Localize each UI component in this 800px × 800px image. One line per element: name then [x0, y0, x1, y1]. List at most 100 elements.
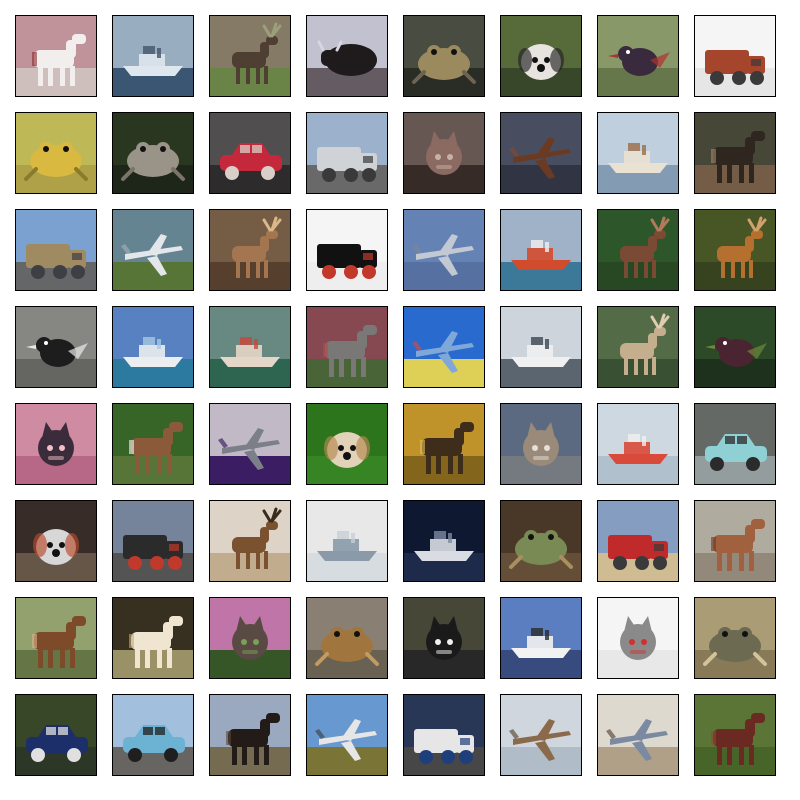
image-tile-r3-c4-truck [306, 209, 388, 291]
image-tile-r1-c6-dog [500, 15, 582, 97]
image-thumbnail-ship [501, 307, 581, 387]
image-tile-r3-c8-deer [694, 209, 776, 291]
image-tile-r5-c4-dog [306, 403, 388, 485]
image-thumbnail-airplane [501, 695, 581, 775]
image-thumbnail-truck [404, 695, 484, 775]
image-thumbnail-horse [113, 598, 193, 678]
image-thumbnail-cat [404, 113, 484, 193]
image-thumbnail-cat [598, 598, 678, 678]
image-tile-r3-c7-deer [597, 209, 679, 291]
image-thumbnail-ship [598, 404, 678, 484]
image-thumbnail-ship [404, 501, 484, 581]
image-thumbnail-ship [501, 210, 581, 290]
image-thumbnail-truck [695, 16, 775, 96]
image-thumbnail-airplane [404, 307, 484, 387]
image-tile-r8-c1-car [15, 694, 97, 776]
image-tile-r2-c5-cat [403, 112, 485, 194]
image-thumbnail-deer [210, 210, 290, 290]
image-tile-r2-c3-car [209, 112, 291, 194]
image-tile-r3-c3-deer [209, 209, 291, 291]
image-thumbnail-ship [113, 307, 193, 387]
image-thumbnail-airplane [404, 210, 484, 290]
image-thumbnail-airplane [113, 210, 193, 290]
image-thumbnail-horse [210, 695, 290, 775]
image-tile-r2-c1-frog [15, 112, 97, 194]
image-tile-r2-c8-horse [694, 112, 776, 194]
image-tile-r4-c8-bird [694, 306, 776, 388]
image-thumbnail-horse [695, 113, 775, 193]
image-tile-r3-c5-airplane [403, 209, 485, 291]
image-thumbnail-car [695, 404, 775, 484]
image-tile-r8-c4-airplane [306, 694, 388, 776]
image-tile-r4-c6-ship [500, 306, 582, 388]
image-thumbnail-airplane [598, 695, 678, 775]
image-tile-r8-c7-airplane [597, 694, 679, 776]
image-thumbnail-truck [16, 210, 96, 290]
image-tile-r7-c3-cat [209, 597, 291, 679]
image-tile-r5-c8-car [694, 403, 776, 485]
image-tile-r6-c3-deer [209, 500, 291, 582]
image-thumbnail-deer [598, 307, 678, 387]
image-tile-r1-c3-deer [209, 15, 291, 97]
image-thumbnail-horse [695, 695, 775, 775]
image-tile-r7-c2-horse [112, 597, 194, 679]
image-thumbnail-deer [210, 16, 290, 96]
image-tile-r8-c2-car [112, 694, 194, 776]
image-thumbnail-ship [501, 598, 581, 678]
image-thumbnail-bird [598, 16, 678, 96]
image-thumbnail-dog [16, 501, 96, 581]
image-tile-r7-c7-cat [597, 597, 679, 679]
image-thumbnail-frog [16, 113, 96, 193]
image-tile-r4-c7-deer [597, 306, 679, 388]
image-thumbnail-cat [501, 404, 581, 484]
image-thumbnail-ship [210, 307, 290, 387]
image-thumbnail-horse [16, 598, 96, 678]
image-thumbnail-deer [695, 210, 775, 290]
image-thumbnail-airplane [307, 695, 387, 775]
image-tile-r1-c4-cow [306, 15, 388, 97]
image-thumbnail-dog [501, 16, 581, 96]
image-thumbnail-frog [695, 598, 775, 678]
image-tile-r2-c2-frog [112, 112, 194, 194]
image-tile-r7-c8-frog [694, 597, 776, 679]
image-tile-r2-c6-airplane [500, 112, 582, 194]
image-tile-r8-c5-truck [403, 694, 485, 776]
image-thumbnail-frog [307, 598, 387, 678]
image-tile-r8-c8-horse [694, 694, 776, 776]
image-thumbnail-cat [210, 598, 290, 678]
image-thumbnail-airplane [210, 404, 290, 484]
image-thumbnail-truck [113, 501, 193, 581]
image-thumbnail-deer [598, 210, 678, 290]
image-thumbnail-cow [307, 16, 387, 96]
image-thumbnail-horse [695, 501, 775, 581]
image-tile-r3-c6-ship [500, 209, 582, 291]
image-tile-r5-c6-cat [500, 403, 582, 485]
image-tile-r3-c2-airplane [112, 209, 194, 291]
image-tile-r5-c1-cat [15, 403, 97, 485]
image-thumbnail-ship [598, 113, 678, 193]
image-thumbnail-ship [307, 501, 387, 581]
image-tile-r6-c5-ship [403, 500, 485, 582]
image-thumbnail-horse [16, 16, 96, 96]
image-tile-r4-c2-ship [112, 306, 194, 388]
image-thumbnail-car [210, 113, 290, 193]
image-thumbnail-truck [307, 210, 387, 290]
image-tile-r1-c1-horse [15, 15, 97, 97]
image-tile-r1-c7-bird [597, 15, 679, 97]
image-tile-r1-c2-ship [112, 15, 194, 97]
image-tile-r4-c4-horse [306, 306, 388, 388]
image-tile-r7-c1-horse [15, 597, 97, 679]
image-tile-r4-c5-airplane [403, 306, 485, 388]
image-thumbnail-car [16, 695, 96, 775]
image-thumbnail-horse [307, 307, 387, 387]
image-thumbnail-cat [16, 404, 96, 484]
image-thumbnail-bird [16, 307, 96, 387]
image-tile-r4-c1-bird [15, 306, 97, 388]
image-tile-r6-c1-dog [15, 500, 97, 582]
image-tile-r2-c4-truck [306, 112, 388, 194]
image-tile-r5-c7-ship [597, 403, 679, 485]
image-tile-r1-c8-truck [694, 15, 776, 97]
image-tile-r6-c8-horse [694, 500, 776, 582]
image-thumbnail-horse [404, 404, 484, 484]
image-thumbnail-frog [404, 16, 484, 96]
